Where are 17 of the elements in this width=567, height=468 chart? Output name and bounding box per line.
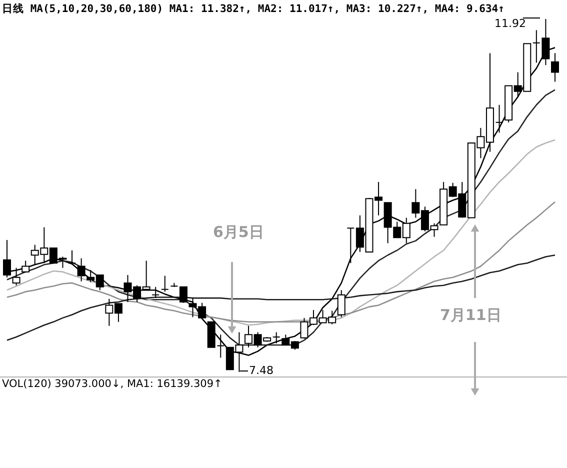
annotation: 7月11日 (440, 306, 502, 324)
candlestick (152, 286, 160, 299)
candlestick (551, 52, 559, 82)
candlestick (68, 250, 76, 266)
candlestick (12, 267, 20, 286)
annotation: 7.48 (249, 364, 274, 377)
candlestick (77, 258, 86, 282)
text: VOL(120) 39073.000↓, MA1: 16139.309↑ (2, 378, 222, 390)
candlestick (272, 332, 280, 344)
candlestick (179, 286, 188, 304)
annotation: 11.92 (494, 17, 526, 30)
candlestick (337, 290, 346, 318)
candlestick (160, 275, 169, 292)
candlestick (495, 104, 504, 134)
chart-title: 日线 MA(5,10,20,30,60,180) MA1: 11.382↑, MA2: 11.017↑, MA3: 10.227↑, MA4: 9.634↑ (2, 2, 504, 15)
candlestick (346, 228, 355, 264)
annotation: 6月5日 (213, 223, 264, 241)
